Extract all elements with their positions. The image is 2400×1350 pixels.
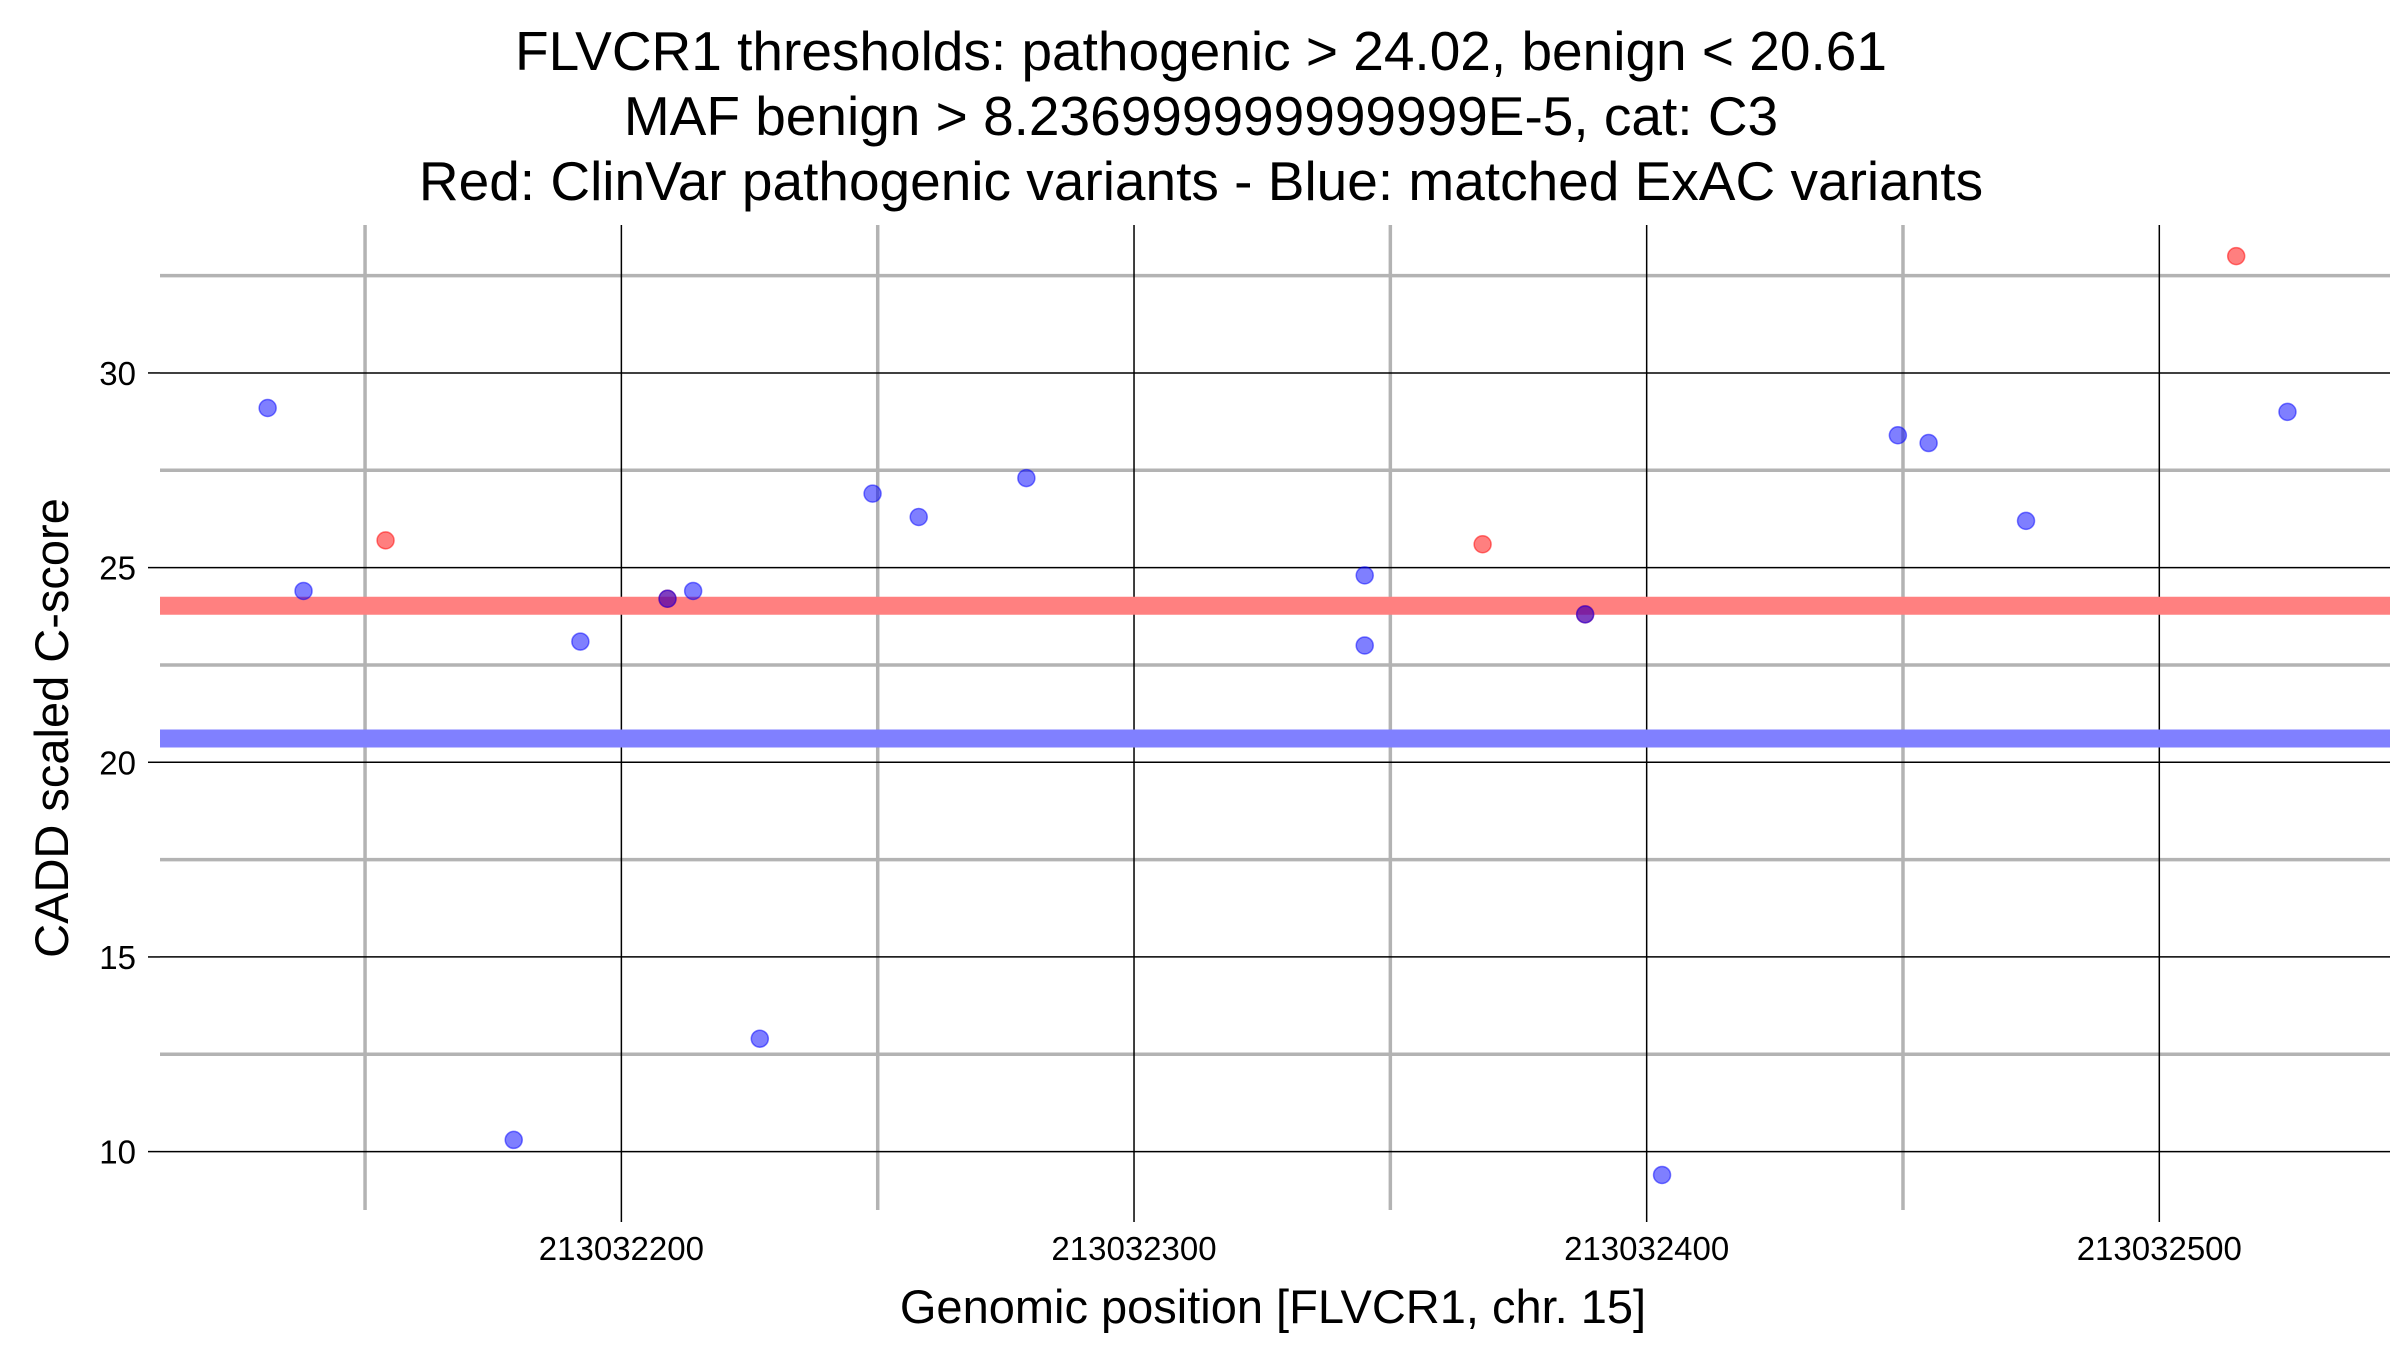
benign-point xyxy=(658,589,677,609)
minor-gridlines xyxy=(160,225,2390,1210)
y-tick-label: 20 xyxy=(99,744,136,781)
benign-point xyxy=(258,398,277,418)
y-axis-title: CADD scaled C-score xyxy=(25,498,78,958)
title-line-2: MAF benign > 8.236999999999999E-5, cat: … xyxy=(624,85,1778,147)
major-gridlines xyxy=(160,225,2390,1210)
pathogenic-point xyxy=(2226,246,2246,266)
x-axis-title: Genomic position [FLVCR1, chr. 15] xyxy=(900,1280,1646,1333)
y-tick-label: 15 xyxy=(99,939,136,976)
benign-point xyxy=(504,1130,523,1150)
benign-point xyxy=(1355,636,1374,655)
benign-point xyxy=(750,1029,770,1048)
x-axis-ticks: 213032200 213032300 213032400 213032500 xyxy=(539,1210,2242,1267)
data-points xyxy=(258,246,2297,1185)
x-tick-label: 213032300 xyxy=(1051,1230,1216,1267)
benign-point xyxy=(863,484,882,503)
benign-point xyxy=(571,632,590,651)
x-tick-label: 213032200 xyxy=(539,1230,704,1267)
y-tick-label: 25 xyxy=(99,550,136,587)
x-tick-label: 213032400 xyxy=(1564,1230,1729,1267)
y-tick-label: 10 xyxy=(99,1134,136,1171)
benign-point xyxy=(1919,433,1938,453)
pathogenic-point xyxy=(1473,534,1492,554)
benign-point xyxy=(294,581,313,601)
benign-point xyxy=(2278,402,2297,422)
benign-point xyxy=(2016,511,2036,531)
title-line-1: FLVCR1 thresholds: pathogenic > 24.02, b… xyxy=(515,20,1887,82)
benign-point xyxy=(683,581,703,601)
x-tick-label: 213032500 xyxy=(2077,1230,2242,1267)
y-tick-label: 30 xyxy=(99,355,136,392)
threshold-lines xyxy=(160,596,2390,748)
y-axis-ticks: 10 15 20 25 30 xyxy=(99,355,160,1171)
benign-point xyxy=(909,507,928,527)
benign-point xyxy=(1355,566,1374,585)
chart-title: FLVCR1 thresholds: pathogenic > 24.02, b… xyxy=(419,20,1983,212)
title-line-3: Red: ClinVar pathogenic variants - Blue:… xyxy=(419,150,1983,212)
benign-point xyxy=(1888,425,1908,445)
benign-point xyxy=(1575,605,1595,624)
pathogenic-point xyxy=(376,531,395,550)
benign-point xyxy=(1017,468,1036,488)
benign-point xyxy=(1652,1165,1672,1185)
